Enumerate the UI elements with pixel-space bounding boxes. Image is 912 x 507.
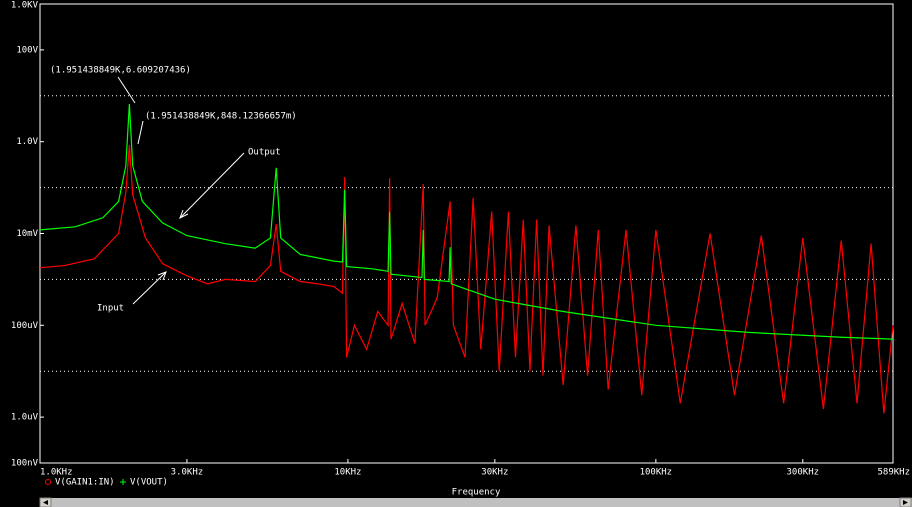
legend-marker <box>120 479 126 485</box>
annotation: (1.951438849K,6.609207436) <box>50 66 191 76</box>
x-tick-label: 10KHz <box>334 468 361 478</box>
x-tick-label: 100KHz <box>640 468 673 478</box>
y-tick-label: 1.0uV <box>11 413 39 423</box>
annotations: (1.951438849K,6.609207436) (1.951438849K… <box>50 66 297 314</box>
y-tick-label: 100uV <box>11 321 39 331</box>
x-tick-label: 300KHz <box>787 468 820 478</box>
legend-label: V(GAIN1:IN) <box>55 478 115 488</box>
scroll-track[interactable] <box>40 498 912 507</box>
x-tick-label: 1.0KHz <box>40 468 73 478</box>
plot-area <box>39 104 894 414</box>
legend-label: V(VOUT) <box>130 478 168 488</box>
y-tick-label: 1.0V <box>16 137 38 147</box>
arrow-icon <box>43 500 48 505</box>
x-axis-label: Frequency <box>452 488 501 498</box>
annotation-line <box>137 120 144 145</box>
annotation: Input <box>97 304 124 314</box>
legend-marker <box>45 479 51 485</box>
y-tick-label: 100V <box>16 45 38 55</box>
y-tick-label: 100nV <box>11 459 39 469</box>
x-tick-label: 589KHz <box>877 468 910 478</box>
annotation: (1.951438849K,848.12366657m) <box>145 112 297 122</box>
arrow-head <box>179 209 189 220</box>
annotation-arrow <box>179 152 245 219</box>
annotation-line <box>117 76 136 104</box>
annotation: Output <box>248 148 281 158</box>
scrollbar[interactable] <box>39 497 912 507</box>
annotation-arrow <box>132 271 167 305</box>
x-tick-label: 30KHz <box>481 468 508 478</box>
y-tick-label: 10mV <box>16 229 38 239</box>
arrow-icon <box>903 500 908 505</box>
x-tick-label: 3.0KHz <box>171 468 204 478</box>
legend: V(GAIN1:IN) V(VOUT) <box>45 478 168 488</box>
y-tick-label: 1.0KV <box>11 1 39 11</box>
series-line <box>39 104 894 340</box>
arrow-head <box>157 271 167 281</box>
series-line <box>39 144 894 414</box>
